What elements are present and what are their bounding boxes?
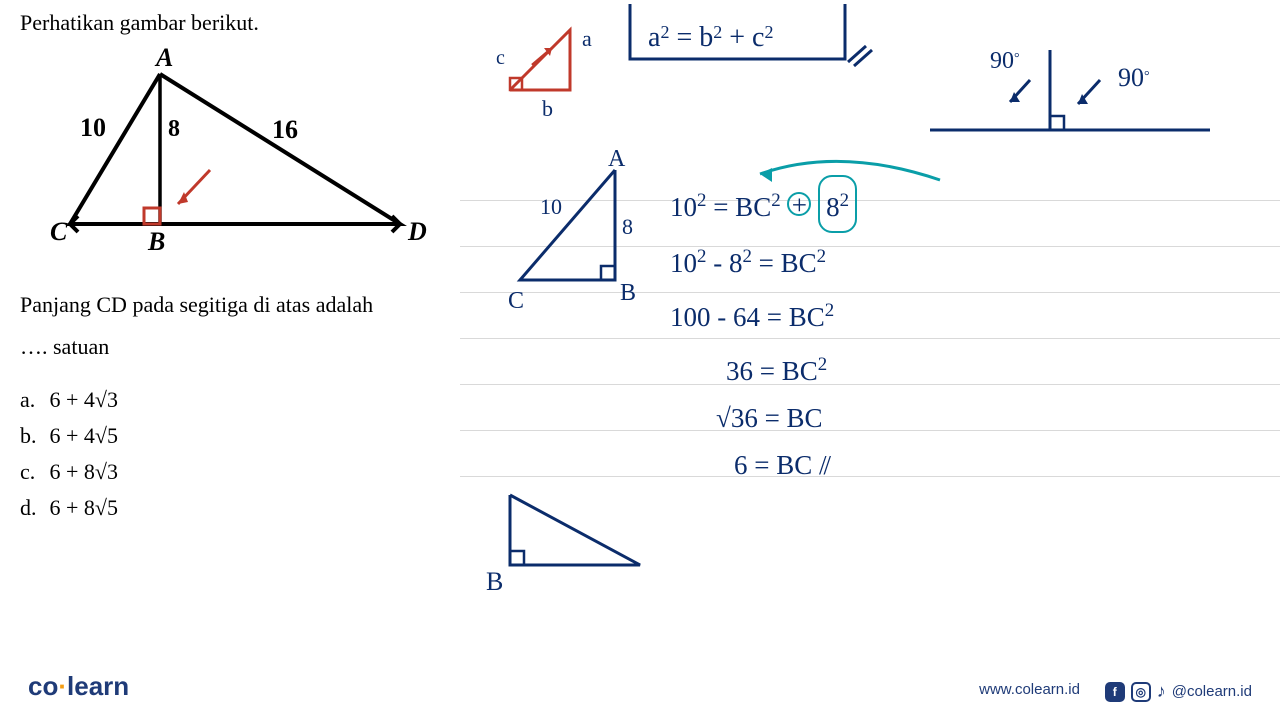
derivation: 102 = BC2 + 82 102 - 82 = BC2 100 - 64 =… (670, 175, 857, 489)
angle-sketch: 90° 90° (920, 30, 1240, 155)
altitude-8: 8 (168, 116, 180, 142)
footer: co·learn www.colearn.id f ◎ ♪ @colearn.i… (0, 672, 1280, 702)
tri-abc-sketch: A B C 10 8 (500, 150, 660, 325)
svg-text:a2 = b2 + c2: a2 = b2 + c2 (648, 22, 773, 53)
work-line-2: 102 - 82 = BC2 (670, 233, 857, 287)
facebook-icon: f (1105, 682, 1125, 702)
options-list: a. 6 + 4√3 b. 6 + 4√5 c. 6 + 8√3 d. 6 + … (20, 382, 460, 527)
handle: @colearn.id (1172, 683, 1252, 700)
work-line-6: 6 = BC // (670, 442, 857, 489)
svg-text:90°: 90° (990, 48, 1020, 74)
vertex-a: A (154, 44, 173, 72)
footer-url: www.colearn.id (979, 681, 1080, 698)
formula-box: a2 = b2 + c2 (620, 4, 880, 79)
footer-socials: f ◎ ♪ @colearn.id (1105, 681, 1252, 702)
svg-text:B: B (486, 567, 503, 596)
option-a: a. 6 + 4√3 (20, 382, 460, 418)
side-16: 16 (272, 115, 298, 144)
svg-text:10: 10 (540, 194, 562, 219)
work-line-4: 36 = BC2 (670, 341, 857, 395)
question-text: Panjang CD pada segitiga di atas adalah … (20, 284, 460, 368)
vertex-b: B (147, 227, 165, 256)
svg-text:90°: 90° (1118, 63, 1150, 92)
work-line-1: 102 = BC2 + 82 (670, 175, 857, 233)
work-line-5: √36 = BC (670, 395, 857, 442)
option-b: b. 6 + 4√5 (20, 418, 460, 454)
vertex-c: C (50, 217, 68, 246)
work-line-3: 100 - 64 = BC2 (670, 287, 857, 341)
label-c: c (496, 47, 505, 69)
svg-text:B: B (620, 280, 636, 306)
label-b: b (542, 96, 553, 121)
main-triangle-figure: A B C D 10 8 16 (20, 44, 440, 264)
pythagoras-ref: a c b (490, 10, 630, 135)
label-a: a (582, 26, 592, 51)
svg-text:C: C (508, 288, 524, 314)
vertex-d: D (407, 217, 427, 246)
instagram-icon: ◎ (1131, 682, 1151, 702)
option-d: d. 6 + 8√5 (20, 490, 460, 526)
logo: co·learn (28, 671, 129, 702)
prompt-text: Perhatikan gambar berikut. (20, 10, 460, 36)
side-10: 10 (80, 113, 106, 142)
svg-text:8: 8 (622, 214, 633, 239)
option-c: c. 6 + 8√3 (20, 454, 460, 490)
tiktok-icon: ♪ (1157, 681, 1166, 702)
tri-b-sketch: B (480, 480, 660, 605)
svg-text:A: A (608, 150, 626, 172)
